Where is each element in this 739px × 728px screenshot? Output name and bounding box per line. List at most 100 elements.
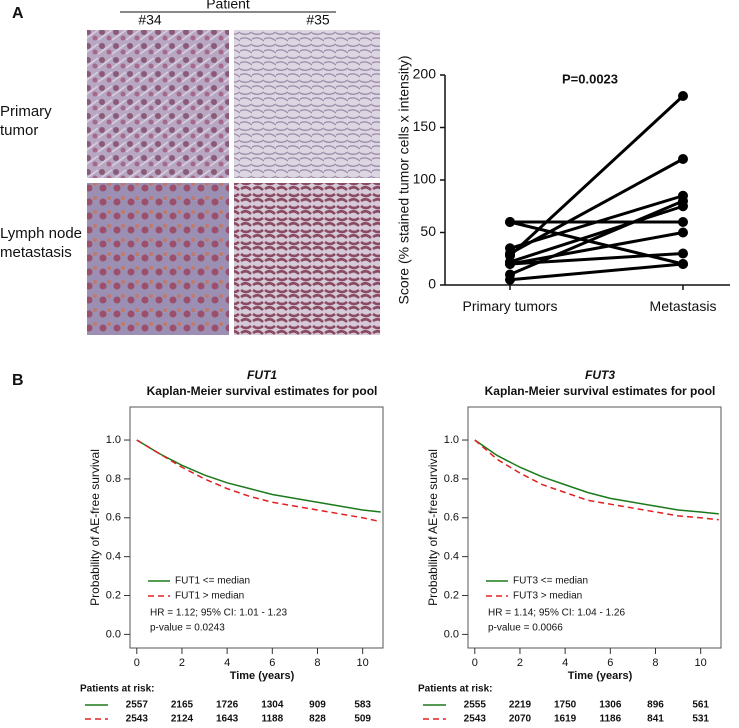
annotation: P=0.0023	[562, 71, 618, 86]
patient-header: Patient	[206, 0, 250, 12]
y-tick-label: 100	[413, 171, 437, 187]
stat-annotation: HR = 1.14; 95% CI: 1.04 - 1.26	[488, 608, 625, 619]
risk-count: 531	[692, 714, 709, 725]
chart-subtitle: Kaplan-Meier survival estimates for pool	[485, 384, 716, 398]
patient-label: #34	[138, 12, 162, 28]
histology-image	[234, 30, 380, 178]
x-tick-label: 4	[562, 657, 568, 669]
y-axis-label: Score (% stained tumor cells x intensity…	[396, 56, 412, 305]
risk-count: 909	[309, 700, 326, 711]
data-point	[678, 217, 688, 227]
x-tick-label: 2	[179, 657, 185, 669]
x-tick-label: 8	[652, 657, 658, 669]
y-tick-label: 0.8	[106, 473, 121, 485]
y-tick-label: 200	[413, 66, 437, 82]
legend-label: FUT3 <= median	[513, 576, 588, 587]
risk-count: 1186	[599, 714, 621, 725]
stat-annotation: p-value = 0.0066	[488, 623, 563, 634]
x-tick-label: Metastasis	[649, 298, 717, 314]
survival-curve	[474, 439, 719, 521]
x-tick-label: 6	[607, 657, 613, 669]
data-point	[678, 248, 688, 259]
y-tick-label: 1.0	[106, 434, 121, 446]
risk-count: 1304	[261, 700, 284, 711]
y-tick-label: 50	[420, 223, 436, 239]
patient-label: #35	[306, 12, 330, 28]
y-tick-label: 0.2	[106, 589, 121, 601]
risk-count: 896	[647, 700, 664, 711]
x-tick-label: 0	[472, 657, 478, 669]
survival-curve	[136, 439, 381, 523]
data-point	[678, 259, 688, 269]
risk-count: 2165	[171, 700, 194, 711]
risk-count: 1726	[216, 700, 239, 711]
risk-count: 2543	[126, 714, 149, 725]
data-point	[505, 217, 515, 227]
data-point	[678, 196, 688, 206]
pair-line	[508, 94, 685, 257]
pair-line	[509, 262, 684, 282]
risk-count: 1188	[261, 714, 283, 725]
histology-image	[87, 30, 229, 178]
row-label: Lymph node metastasis	[0, 225, 83, 261]
x-axis-label: Time (years)	[230, 670, 295, 682]
data-point	[678, 227, 688, 238]
y-tick-label: 0.4	[444, 551, 459, 563]
y-tick-label: 0	[428, 276, 436, 292]
risk-count: 561	[692, 700, 709, 711]
y-tick-label: 0.6	[444, 512, 459, 524]
stat-annotation: HR = 1.12; 95% CI: 1.01 - 1.23	[150, 608, 287, 619]
survival-curve	[474, 439, 719, 515]
survival-curve	[136, 439, 381, 513]
risk-count: 2543	[464, 714, 487, 725]
risk-title: Patients at risk:	[80, 684, 154, 695]
pair-line	[509, 199, 684, 276]
risk-count: 841	[647, 714, 664, 725]
chart-title: FUT3	[585, 368, 615, 382]
histology-image	[87, 183, 229, 335]
risk-count: 1306	[599, 700, 622, 711]
x-tick-label: 6	[269, 657, 275, 669]
x-tick-label: 4	[224, 657, 230, 669]
y-tick-label: 0.0	[106, 628, 121, 640]
y-tick-label: 1.0	[444, 434, 459, 446]
risk-count: 828	[309, 714, 326, 725]
x-tick-label: 8	[314, 657, 320, 669]
risk-count: 2070	[509, 714, 532, 725]
legend-label: FUT1 <= median	[175, 576, 250, 587]
panel-label: B	[12, 372, 24, 389]
risk-title: Patients at risk:	[418, 684, 492, 695]
histology-image	[234, 183, 380, 335]
x-tick-label: 2	[517, 657, 523, 669]
risk-count: 1643	[216, 714, 239, 725]
x-tick-label: Primary tumors	[462, 298, 558, 314]
panel-label: A	[12, 5, 24, 22]
data-point	[505, 259, 515, 269]
x-tick-label: 10	[695, 657, 707, 669]
risk-count: 1619	[554, 714, 577, 725]
pair-line	[509, 194, 684, 250]
y-tick-label: 0.0	[444, 628, 459, 640]
data-point	[678, 91, 688, 101]
pair-line	[509, 204, 684, 264]
y-tick-label: 0.8	[444, 473, 459, 485]
risk-count: 2219	[509, 700, 532, 711]
y-tick-label: 0.6	[106, 512, 121, 524]
x-tick-label: 10	[357, 657, 369, 669]
chart-subtitle: Kaplan-Meier survival estimates for pool	[147, 384, 378, 398]
risk-count: 583	[354, 700, 371, 711]
risk-count: 509	[354, 714, 371, 725]
legend-label: FUT1 > median	[175, 591, 244, 602]
y-axis-label: Probability of AE-free survival	[426, 449, 440, 606]
pair-line	[509, 157, 684, 255]
x-axis-label: Time (years)	[568, 670, 633, 682]
y-tick-label: 0.4	[106, 551, 121, 563]
pair-line	[509, 231, 684, 266]
row-label: Primary tumor	[0, 103, 52, 139]
plot-frame	[467, 406, 722, 649]
legend-label: FUT3 > median	[513, 591, 582, 602]
x-tick-label: 0	[134, 657, 140, 669]
risk-count: 2557	[126, 700, 149, 711]
stat-annotation: p-value = 0.0243	[150, 623, 225, 634]
